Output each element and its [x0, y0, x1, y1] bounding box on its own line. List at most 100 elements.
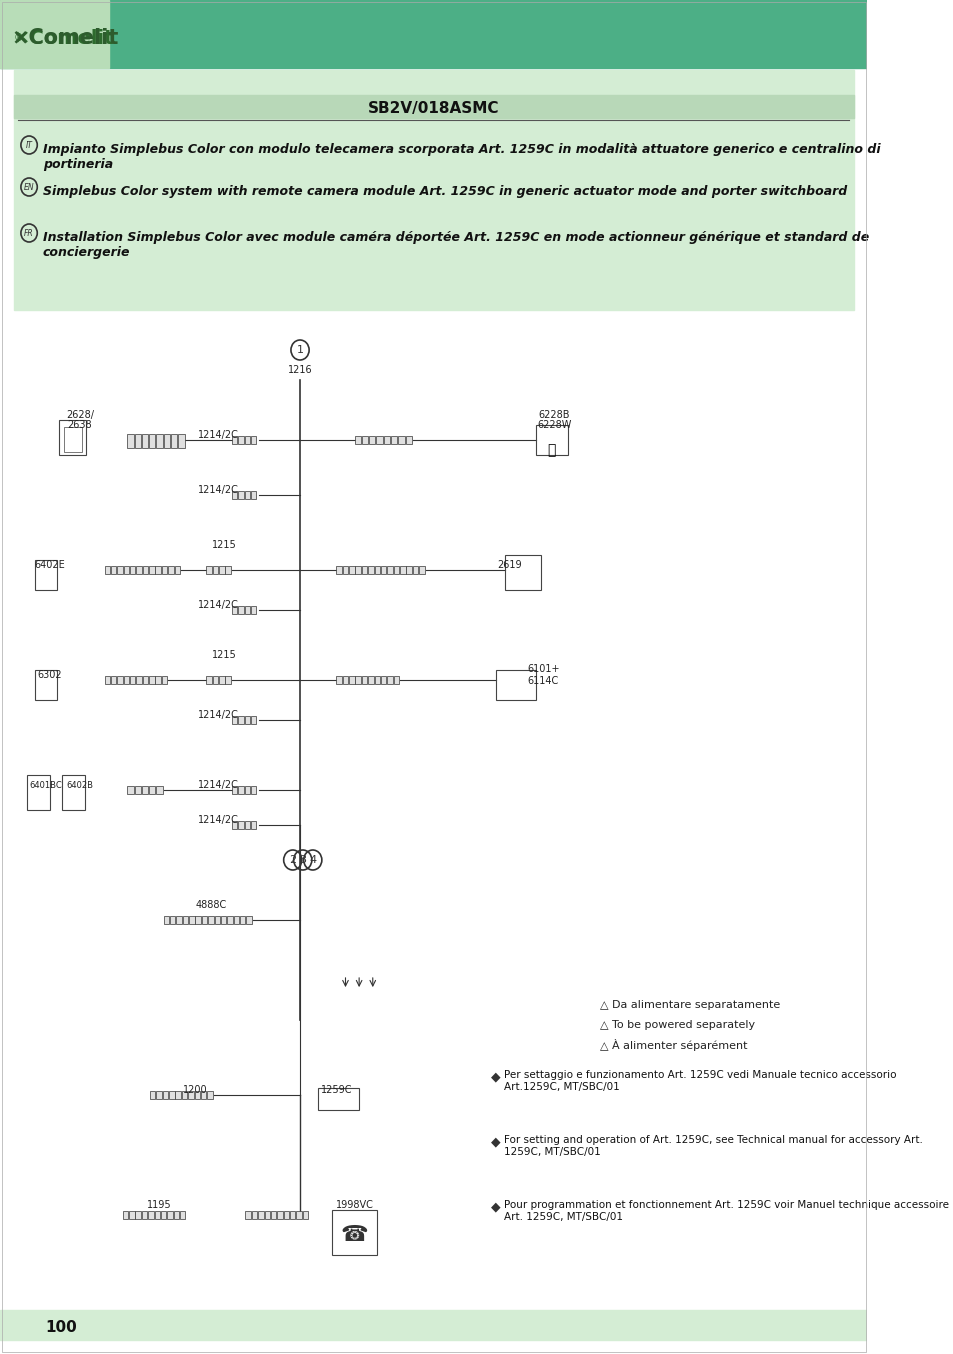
- Text: 1259C: 1259C: [320, 1085, 352, 1095]
- Bar: [380, 676, 386, 684]
- Bar: [240, 917, 245, 923]
- Bar: [349, 676, 355, 684]
- Bar: [318, 1089, 358, 1110]
- Text: ×Comelit: ×Comelit: [11, 28, 119, 47]
- Text: 2: 2: [289, 854, 296, 865]
- Bar: [213, 566, 218, 574]
- Text: 6101+
6114C: 6101+ 6114C: [527, 665, 559, 685]
- Text: ®: ®: [13, 32, 24, 43]
- Text: SB2V/018ASMC: SB2V/018ASMC: [368, 100, 499, 115]
- Text: For setting and operation of Art. 1259C, see Technical manual for accessory Art.: For setting and operation of Art. 1259C,…: [503, 1135, 922, 1156]
- Bar: [302, 1210, 308, 1219]
- Bar: [495, 670, 536, 700]
- Text: FR: FR: [24, 229, 34, 237]
- Bar: [504, 555, 540, 590]
- Bar: [194, 1091, 200, 1099]
- Bar: [244, 492, 250, 500]
- Bar: [232, 716, 237, 724]
- Bar: [123, 1210, 128, 1219]
- Text: Installation Simplebus Color avec module caméra déportée Art. 1259C en mode acti: Installation Simplebus Color avec module…: [43, 232, 868, 259]
- Bar: [232, 821, 237, 829]
- Bar: [117, 566, 123, 574]
- Bar: [164, 435, 170, 448]
- Bar: [251, 436, 256, 444]
- Text: 📱: 📱: [547, 443, 556, 458]
- Text: 1: 1: [296, 345, 303, 355]
- Bar: [380, 566, 386, 574]
- Bar: [251, 492, 256, 500]
- Bar: [171, 435, 177, 448]
- Bar: [251, 787, 256, 793]
- Bar: [176, 917, 182, 923]
- Bar: [149, 676, 154, 684]
- Bar: [245, 1210, 251, 1219]
- Bar: [117, 676, 123, 684]
- Bar: [394, 566, 398, 574]
- Bar: [397, 436, 404, 444]
- Text: 3: 3: [299, 854, 306, 865]
- Text: 2619: 2619: [497, 561, 521, 570]
- Bar: [219, 566, 224, 574]
- Bar: [148, 1210, 153, 1219]
- Bar: [13, 70, 853, 310]
- Bar: [28, 774, 50, 810]
- Bar: [232, 492, 237, 500]
- Bar: [129, 1210, 134, 1219]
- Bar: [251, 607, 256, 613]
- Bar: [206, 566, 212, 574]
- Bar: [244, 607, 250, 613]
- Bar: [188, 1091, 193, 1099]
- Bar: [149, 787, 155, 793]
- Bar: [246, 917, 252, 923]
- Bar: [161, 1210, 166, 1219]
- Bar: [202, 917, 207, 923]
- Bar: [174, 566, 180, 574]
- Bar: [232, 436, 237, 444]
- Bar: [173, 1210, 179, 1219]
- Text: 4888C: 4888C: [195, 900, 226, 910]
- Bar: [355, 676, 360, 684]
- Bar: [13, 315, 853, 1290]
- Bar: [201, 1091, 206, 1099]
- Bar: [64, 427, 82, 452]
- Bar: [178, 435, 184, 448]
- Text: 2628/: 2628/: [66, 410, 94, 420]
- Bar: [208, 917, 213, 923]
- Bar: [206, 676, 212, 684]
- Bar: [213, 676, 218, 684]
- Bar: [290, 1210, 295, 1219]
- Text: 1195: 1195: [147, 1200, 172, 1210]
- Text: ☎: ☎: [340, 1225, 368, 1244]
- Bar: [189, 917, 194, 923]
- Bar: [238, 436, 243, 444]
- Bar: [383, 436, 390, 444]
- Text: ◆: ◆: [491, 1070, 500, 1083]
- Bar: [124, 676, 129, 684]
- Text: 1215: 1215: [212, 540, 236, 550]
- Text: 2638: 2638: [68, 420, 92, 431]
- Bar: [143, 676, 148, 684]
- Bar: [349, 566, 355, 574]
- Bar: [134, 435, 141, 448]
- Bar: [130, 676, 135, 684]
- Bar: [221, 917, 226, 923]
- Bar: [136, 676, 142, 684]
- Bar: [233, 917, 239, 923]
- Bar: [232, 607, 237, 613]
- Text: 1214/2C: 1214/2C: [197, 600, 238, 611]
- Bar: [150, 1091, 155, 1099]
- Bar: [387, 676, 393, 684]
- Bar: [175, 1091, 181, 1099]
- Bar: [162, 676, 167, 684]
- Bar: [124, 566, 129, 574]
- Text: 6228W: 6228W: [537, 420, 571, 431]
- Bar: [244, 821, 250, 829]
- Bar: [387, 566, 393, 574]
- Bar: [162, 566, 167, 574]
- Bar: [13, 95, 853, 118]
- Bar: [34, 561, 57, 590]
- Bar: [232, 787, 237, 793]
- Bar: [368, 566, 374, 574]
- Bar: [375, 676, 379, 684]
- Bar: [156, 435, 163, 448]
